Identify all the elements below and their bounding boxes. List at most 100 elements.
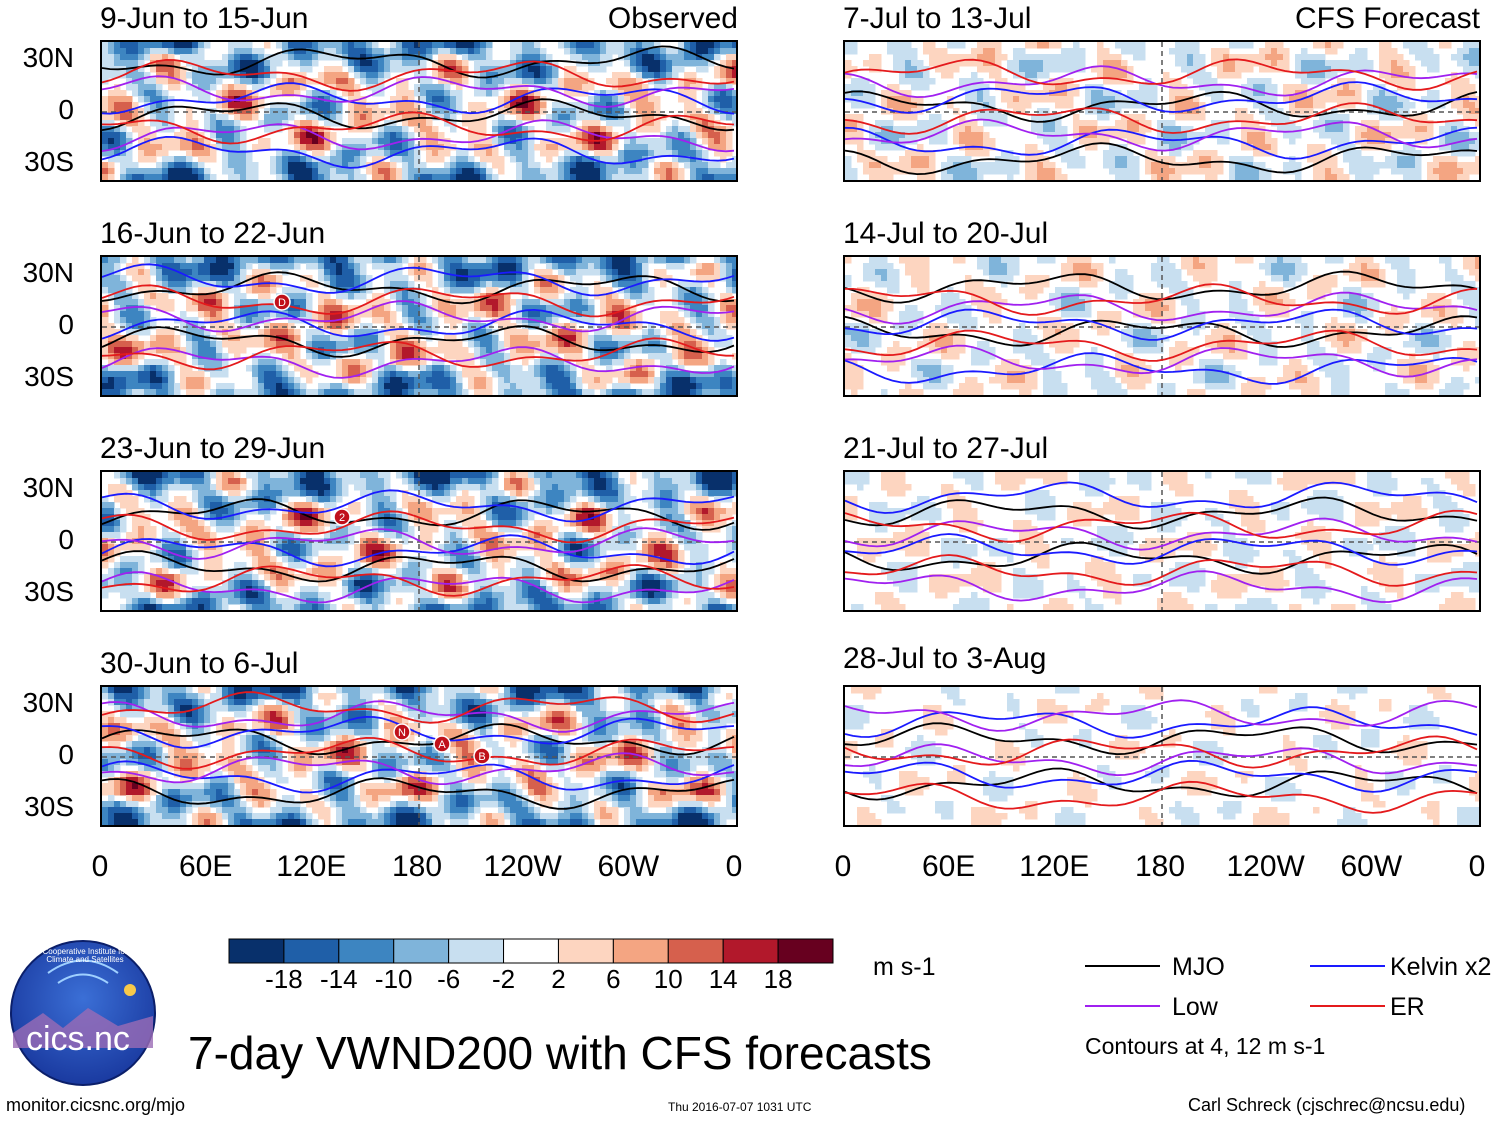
heatmap-cell (462, 48, 469, 55)
heatmap-cell (648, 365, 655, 372)
heatmap-cell (696, 371, 703, 378)
heatmap-cell (672, 299, 679, 306)
heatmap-cell (264, 126, 271, 133)
heatmap-cell (492, 144, 499, 151)
heatmap-cell (636, 162, 643, 169)
heatmap-cell (150, 257, 157, 264)
heatmap-cell (510, 514, 517, 521)
heatmap-cell (726, 96, 733, 103)
heatmap-cell (234, 78, 241, 85)
heatmap-cell (228, 102, 235, 109)
heatmap-cell (360, 78, 367, 85)
heatmap-cell (438, 156, 445, 163)
heatmap-cell (522, 174, 529, 180)
heatmap-cell (606, 144, 613, 151)
heatmap-cell (636, 263, 643, 270)
heatmap-cell (426, 96, 433, 103)
heatmap-cell (192, 162, 199, 169)
heatmap-cell (726, 60, 733, 67)
heatmap-cell (630, 42, 637, 49)
heatmap-cell (552, 138, 559, 145)
heatmap-cell (114, 48, 121, 55)
heatmap-cell (138, 383, 145, 390)
heatmap-cell (252, 66, 259, 73)
heatmap-cell (270, 263, 277, 270)
heatmap-cell (114, 317, 121, 324)
heatmap-cell (678, 132, 685, 139)
heatmap-cell (612, 490, 619, 497)
heatmap-cell (390, 383, 397, 390)
heatmap-cell (294, 132, 301, 139)
heatmap-cell (678, 347, 685, 354)
heatmap-cell (234, 156, 241, 163)
heatmap-cell (666, 317, 673, 324)
heatmap-cell (342, 48, 349, 55)
heatmap-cell (396, 520, 403, 527)
heatmap-cell (684, 293, 691, 300)
heatmap-cell (144, 347, 151, 354)
heatmap-cell (366, 126, 373, 133)
heatmap-cell (450, 281, 457, 288)
heatmap-cell (366, 257, 373, 264)
heatmap-cell (246, 502, 253, 509)
heatmap-cell (156, 54, 163, 61)
heatmap-cell (240, 42, 247, 49)
heatmap-cell (702, 263, 709, 270)
heatmap-cell (678, 335, 685, 342)
heatmap-cell (690, 257, 697, 264)
heatmap-cell (702, 371, 709, 378)
heatmap-cell (690, 341, 697, 348)
heatmap-cell (312, 472, 319, 479)
heatmap-cell (234, 287, 241, 294)
heatmap-cell (300, 66, 307, 73)
heatmap-cell (504, 72, 511, 79)
heatmap-cell (474, 257, 481, 264)
heatmap-cell (222, 371, 229, 378)
heatmap-cell (114, 359, 121, 366)
heatmap-cell (294, 287, 301, 294)
heatmap-cell (618, 84, 625, 91)
heatmap-cell (444, 496, 451, 503)
heatmap-cell (390, 144, 397, 151)
heatmap-cell (480, 347, 487, 354)
heatmap-cell (522, 144, 529, 151)
heatmap-cell (354, 84, 361, 91)
heatmap-cell (132, 496, 139, 503)
heatmap-cell (552, 257, 559, 264)
heatmap-cell (264, 383, 271, 390)
heatmap-cell (516, 317, 523, 324)
heatmap-cell (258, 311, 265, 318)
heatmap-cell (162, 365, 169, 372)
heatmap-cell (684, 359, 691, 366)
heatmap-cell (450, 275, 457, 282)
heatmap-cell (618, 96, 625, 103)
heatmap-cell (324, 257, 331, 264)
heatmap-cell (330, 532, 337, 539)
heatmap-cell (180, 269, 187, 276)
heatmap-cell (282, 389, 289, 395)
heatmap-cell (270, 365, 277, 372)
heatmap-cell (282, 335, 289, 342)
heatmap-cell (222, 383, 229, 390)
heatmap-cell (210, 78, 217, 85)
heatmap-cell (714, 478, 721, 485)
heatmap-cell (642, 60, 649, 67)
heatmap-cell (324, 484, 331, 491)
heatmap-cell (726, 496, 733, 503)
heatmap-cell (570, 72, 577, 79)
heatmap-cell (276, 311, 283, 318)
heatmap-cell (636, 120, 643, 127)
heatmap-cell (606, 132, 613, 139)
heatmap-cell (384, 377, 391, 384)
heatmap-cell (192, 341, 199, 348)
heatmap-cell (522, 263, 529, 270)
heatmap-cell (726, 144, 733, 151)
heatmap-cell (186, 54, 193, 61)
heatmap-cell (216, 126, 223, 133)
heatmap-cell (438, 90, 445, 97)
heatmap-cell (366, 78, 373, 85)
heatmap-cell (690, 508, 697, 515)
heatmap-cell (192, 263, 199, 270)
heatmap-cell (588, 383, 595, 390)
heatmap-cell (420, 502, 427, 509)
